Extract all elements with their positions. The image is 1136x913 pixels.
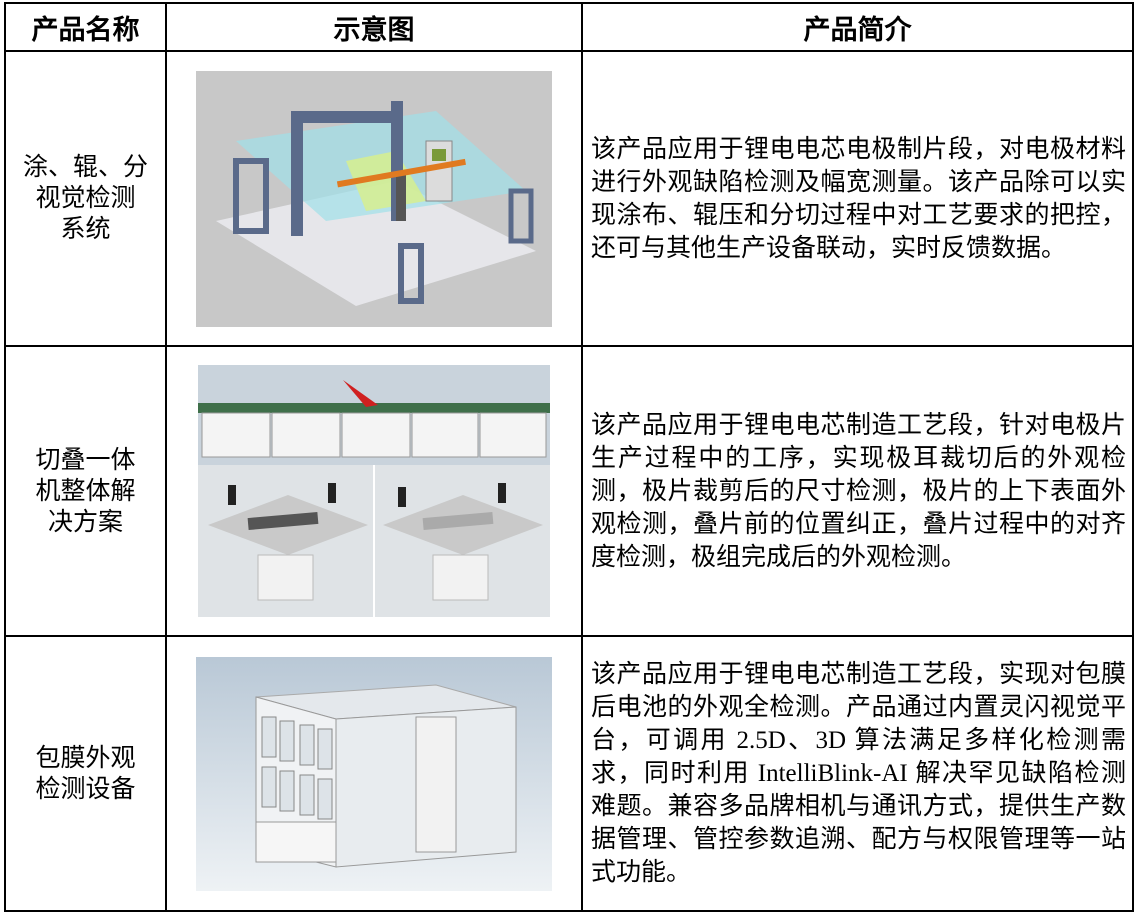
name-line: 系统 xyxy=(60,216,111,243)
name-line: 包膜外观 xyxy=(35,744,136,772)
header-cell: 示意图 xyxy=(165,2,583,52)
name-line: 机整体解 xyxy=(35,477,136,505)
image-cell xyxy=(165,50,583,347)
image-cell xyxy=(165,635,583,912)
product-table: 产品名称 示意图 产品简介 涂、辊、分视觉检测系统 xyxy=(4,2,1134,912)
image-cell xyxy=(165,345,583,637)
illustration xyxy=(196,70,552,327)
header-row: 产品名称 示意图 产品简介 xyxy=(4,2,1134,52)
description-cell: 该产品应用于锂电电芯制造工艺段，实现对包膜后电池的外观全检测。产品通过内置灵闪视… xyxy=(581,635,1134,912)
name-cell: 切叠一体机整体解决方案 xyxy=(4,345,167,637)
name-line: 视觉检测 xyxy=(35,185,136,212)
illustration xyxy=(196,656,552,891)
illustration xyxy=(198,365,550,617)
description-cell: 该产品应用于锂电电芯电极制片段，对电极材料进行外观缺陷检测及幅宽测量。该产品除可… xyxy=(581,50,1134,347)
name-line: 切叠一体 xyxy=(35,446,136,474)
description-cell: 该产品应用于锂电电芯制造工艺段，针对电极片生产过程中的工序，实现极耳裁切后的外观… xyxy=(581,345,1134,637)
row: 包膜外观 检测设备 该产 xyxy=(4,635,1134,912)
name-cell: 涂、辊、分视觉检测系统 xyxy=(4,50,167,347)
name-line: 检测设备 xyxy=(35,775,136,803)
row: 涂、辊、分视觉检测系统 xyxy=(4,50,1134,347)
header-cell: 产品简介 xyxy=(581,2,1134,52)
header-cell: 产品名称 xyxy=(4,2,167,52)
name-line: 涂、辊、分 xyxy=(22,154,148,181)
name-cell: 包膜外观 检测设备 xyxy=(4,635,167,912)
row: 切叠一体机整体解决方案 xyxy=(4,345,1134,637)
name-line: 决方案 xyxy=(47,508,123,536)
